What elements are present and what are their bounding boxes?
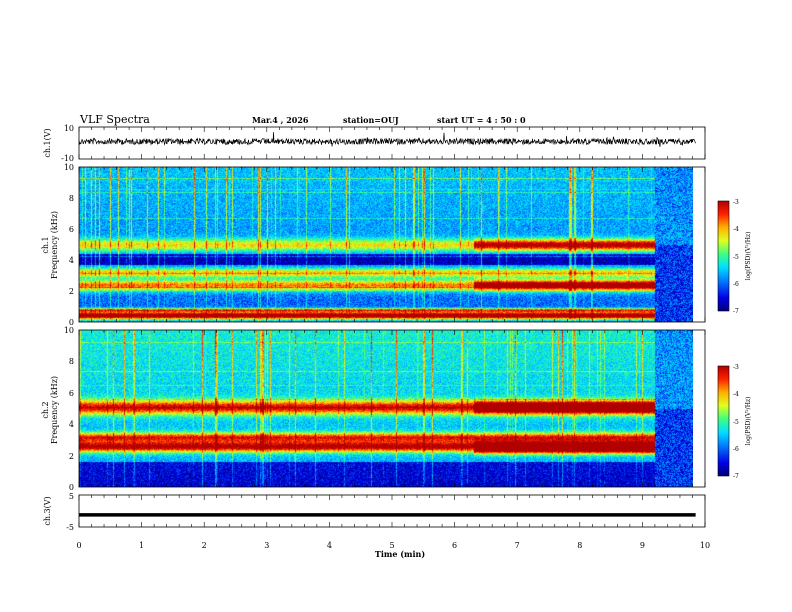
time-tick-label: 3 — [264, 541, 269, 550]
ch2-colorbar: -3 -4 -5 -6 -7 log(PSD)(V²/Hz) — [717, 364, 752, 480]
ch1-freq-tick-2: 2 — [69, 287, 74, 296]
ch1-freq-tick-10: 10 — [64, 163, 74, 172]
ch2-spectrogram-ylabel-freq: Frequency (kHz) — [50, 376, 59, 444]
ch2-freq-tick-2: 2 — [69, 452, 74, 461]
time-tick-label: 0 — [76, 541, 81, 550]
time-tick-label: 8 — [577, 541, 582, 550]
ch2-freq-tick-4: 4 — [69, 420, 74, 429]
ch1-spectrogram-ylabel-channel: ch.1 — [41, 236, 50, 253]
ch2-cbar-tick-m3: -3 — [733, 364, 739, 371]
ch1-cbar-tick-m3: -3 — [733, 199, 739, 206]
ch1-spectrogram-image — [79, 167, 693, 322]
ch2-freq-tick-8: 8 — [69, 357, 74, 366]
ch2-freq-tick-0: 0 — [69, 483, 74, 492]
ch1-spectrogram-panel: 0 2 4 6 8 10 ch.1 Frequency (kHz) — [41, 163, 706, 327]
ch3-waveform-ylabel: ch.3(V) — [43, 496, 52, 525]
ch2-spectrogram-image — [79, 330, 693, 487]
ch2-colorbar-scale — [717, 365, 730, 477]
ch1-cbar-tick-m5: -5 — [733, 254, 739, 261]
time-tick-label: 10 — [700, 541, 710, 550]
ch3-ytick-bottom: -5 — [66, 523, 74, 532]
time-tick-label: 4 — [327, 541, 332, 550]
ch1-colorbar: -3 -4 -5 -6 -7 log(PSD)(V²/Hz) — [717, 199, 752, 315]
ch1-colorbar-scale — [717, 200, 730, 312]
ch1-cbar-tick-m6: -6 — [733, 281, 739, 288]
ch1-waveform-trace — [78, 132, 696, 147]
ch1-spectrogram-ylabel-freq: Frequency (kHz) — [50, 211, 59, 279]
ch2-spectrogram-ylabel-channel: ch.2 — [41, 401, 50, 418]
ch2-cbar-tick-m6: -6 — [733, 446, 739, 453]
ch2-cbar-tick-m4: -4 — [733, 391, 739, 398]
time-tick-label: 1 — [139, 541, 144, 550]
time-tick-label: 2 — [202, 541, 207, 550]
ch2-freq-tick-6: 6 — [69, 389, 74, 398]
time-axis-label: Time (min) — [375, 549, 425, 559]
ch2-cbar-tick-m5: -5 — [733, 419, 739, 426]
station-label: station=OUJ — [343, 115, 399, 125]
ch1-freq-tick-4: 4 — [69, 256, 74, 265]
ch2-cbar-tick-m7: -7 — [733, 473, 739, 480]
time-tick-label: 9 — [640, 541, 645, 550]
ch1-cbar-tick-m7: -7 — [733, 308, 739, 315]
ch1-freq-tick-0: 0 — [69, 318, 74, 327]
ch1-freq-tick-6: 6 — [69, 225, 74, 234]
ch1-ytick-top: 10 — [64, 124, 74, 133]
ch1-ytick-bottom: -10 — [61, 154, 74, 163]
figure-title: VLF Spectra — [79, 113, 150, 126]
ch1-waveform-ylabel: ch.1(V) — [43, 128, 52, 157]
time-tick-label: 7 — [515, 541, 520, 550]
time-axis: 0 1 2 3 4 5 6 7 8 9 10 — [76, 127, 710, 550]
ch3-ytick-top: 5 — [69, 492, 74, 501]
time-tick-label: 5 — [389, 541, 394, 550]
ch3-waveform-panel: 5 -5 ch.3(V) — [43, 492, 706, 532]
start-time-label: start UT = 4 : 50 : 0 — [437, 115, 526, 125]
date-label: Mar.4 , 2026 — [252, 115, 309, 125]
ch2-colorbar-label: log(PSD)(V²/Hz) — [745, 397, 752, 446]
ch1-colorbar-label: log(PSD)(V²/Hz) — [745, 232, 752, 281]
ch1-waveform-panel: 10 -10 ch.1(V) — [43, 124, 706, 163]
time-tick-label: 6 — [452, 541, 457, 550]
ch2-freq-tick-10: 10 — [64, 326, 74, 335]
ch2-spectrogram-panel: 0 2 4 6 8 10 ch.2 Frequency (kHz) — [41, 326, 706, 492]
ch1-cbar-tick-m4: -4 — [733, 226, 739, 233]
ch1-freq-tick-8: 8 — [69, 194, 74, 203]
